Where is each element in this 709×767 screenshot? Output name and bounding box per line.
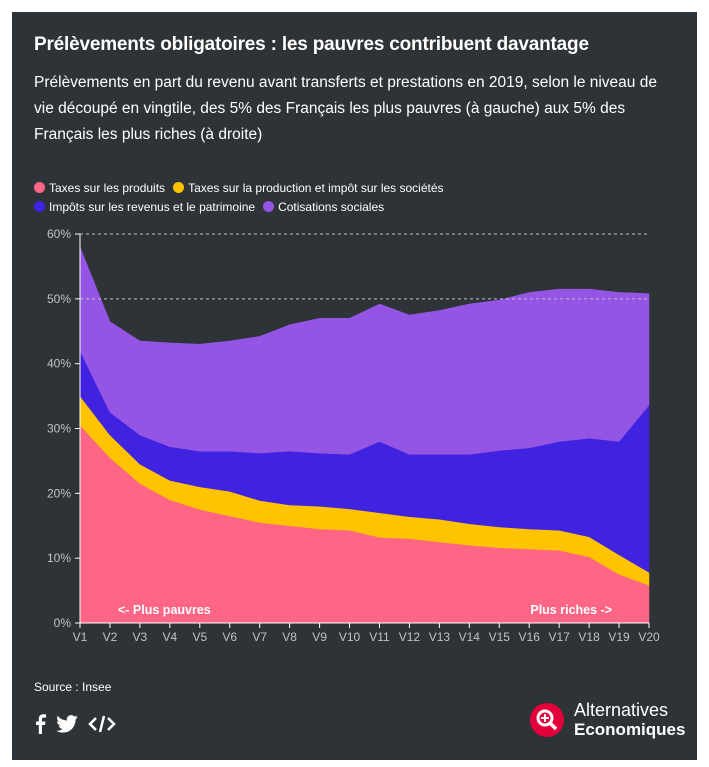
y-tick-label: 30% <box>47 422 71 436</box>
legend: Taxes sur les produits Taxes sur la prod… <box>34 178 674 216</box>
x-tick-label: V10 <box>339 630 361 644</box>
legend-label: Impôts sur les revenus et le patrimoine <box>49 199 256 214</box>
x-tick-label: V13 <box>429 630 451 644</box>
magnifier-logo-icon <box>530 703 564 737</box>
x-tick-label: V3 <box>133 630 148 644</box>
x-tick-label: V9 <box>312 630 327 644</box>
y-tick-label: 60% <box>47 227 71 241</box>
annotation-plus-riches: Plus riches -> <box>530 603 612 617</box>
x-tick-label: V14 <box>459 630 481 644</box>
y-tick-label: 20% <box>47 486 71 500</box>
x-tick-label: V8 <box>282 630 297 644</box>
x-tick-label: V19 <box>608 630 630 644</box>
x-tick-label: V6 <box>222 630 237 644</box>
chart-card: Prélèvements obligatoires : les pauvres … <box>12 12 697 760</box>
legend-swatch <box>173 182 185 193</box>
x-tick-label: V18 <box>578 630 600 644</box>
y-tick-label: 0% <box>54 616 72 630</box>
y-tick-label: 40% <box>47 357 71 371</box>
stacked-area-chart: 0% 10% 20% 30% 40% 50% 60% V1 V2 V3 V4 V5 V6 V7 V8 V9 V1… <box>47 227 660 644</box>
x-tick-label: V5 <box>192 630 207 644</box>
legend-swatch <box>34 201 45 212</box>
x-tick-label: V12 <box>399 630 421 644</box>
legend-label: Taxes sur les produits <box>49 180 166 195</box>
legend-item-cotisations[interactable]: Cotisations sociales <box>263 200 384 214</box>
brand-name: Alternatives Economiques <box>574 700 685 740</box>
share-buttons <box>34 714 126 739</box>
legend-swatch <box>263 201 275 212</box>
x-tick-label: V1 <box>73 630 88 644</box>
x-tick-label: V2 <box>103 630 118 644</box>
facebook-icon[interactable] <box>34 714 46 739</box>
x-tick-label: V16 <box>519 630 541 644</box>
area-series-4 <box>79 246 650 455</box>
x-tick-label: V20 <box>638 630 660 644</box>
legend-item-taxes-produits[interactable]: Taxes sur les produits <box>34 181 165 195</box>
annotation-plus-pauvres: <- Plus pauvres <box>118 603 211 617</box>
x-tick-label: V17 <box>548 630 570 644</box>
x-tick-label: V15 <box>489 630 511 644</box>
x-tick-label: V4 <box>162 630 177 644</box>
y-tick-label: 50% <box>47 292 71 306</box>
chart-title: Prélèvements obligatoires : les pauvres … <box>34 34 589 55</box>
embed-code-icon[interactable] <box>88 714 116 739</box>
legend-label: Taxes sur la production et impôt sur les… <box>188 180 444 195</box>
chart-subtitle: Prélèvements en part du revenu avant tra… <box>34 74 657 143</box>
legend-item-impots-revenus[interactable]: Impôts sur les revenus et le patrimoine <box>34 200 255 214</box>
brand-line-1: Alternatives <box>574 700 669 720</box>
y-tick-label: 10% <box>47 551 71 565</box>
x-tick-label: V11 <box>369 630 390 644</box>
legend-label: Cotisations sociales <box>278 199 385 214</box>
x-tick-label: V7 <box>252 630 267 644</box>
twitter-icon[interactable] <box>56 715 78 738</box>
source-note: Source : Insee <box>34 680 112 694</box>
legend-item-taxes-production[interactable]: Taxes sur la production et impôt sur les… <box>173 180 444 195</box>
brand-logo-block[interactable]: Alternatives Economiques <box>530 700 685 740</box>
legend-swatch <box>34 182 45 193</box>
brand-line-2: Economiques <box>574 720 686 739</box>
